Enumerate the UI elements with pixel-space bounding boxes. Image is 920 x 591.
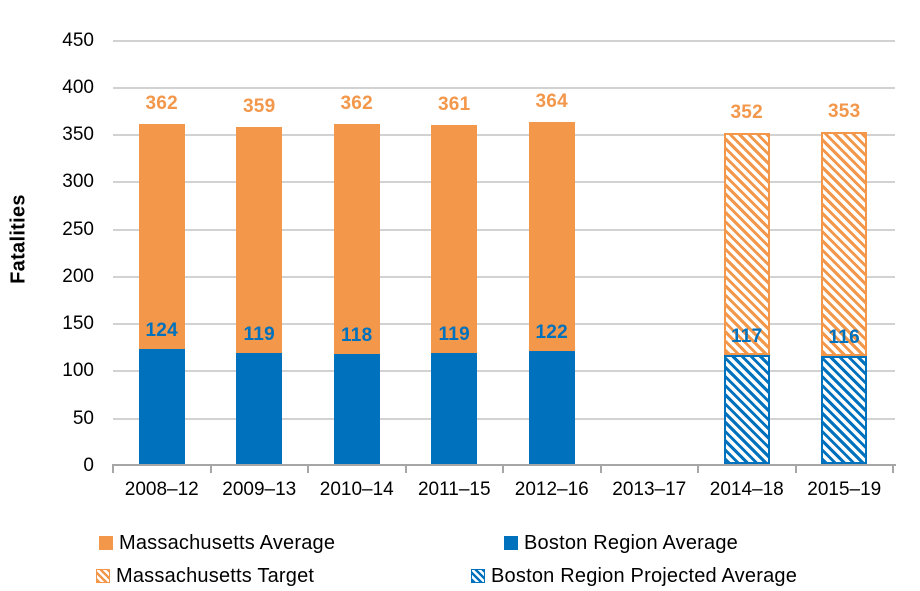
- value-label-boston: 119: [438, 324, 471, 346]
- value-label-boston: 122: [535, 321, 569, 343]
- legend-swatch-hatched-orange-icon: [96, 569, 110, 583]
- legend-swatch-hatched-blue-icon: [471, 569, 485, 583]
- x-axis-tick: [209, 464, 212, 473]
- legend-swatch-solid-blue-icon: [504, 536, 518, 550]
- x-axis-category-label: 2014–18: [709, 479, 784, 500]
- legend-label: Massachusetts Target: [116, 565, 315, 587]
- x-axis-category-label: 2010–14: [319, 479, 394, 500]
- x-axis-line: [112, 464, 896, 466]
- legend-item-massachusetts-target: Massachusetts Target: [96, 566, 314, 586]
- y-axis-tick-label: 300: [62, 171, 94, 193]
- gridline: [113, 275, 895, 278]
- bar-segment-boston-average: [528, 350, 575, 464]
- x-axis-tick: [697, 464, 699, 473]
- value-label-boston: 119: [243, 324, 276, 346]
- x-axis-category-label: 2011–15: [417, 479, 491, 500]
- x-axis-category-label: 2012–16: [514, 479, 589, 500]
- x-axis-tick: [307, 464, 309, 473]
- value-label-massachusetts: 364: [535, 90, 569, 112]
- bar-segment-boston-projected: [723, 355, 770, 464]
- legend-label: Massachusetts Average: [119, 532, 336, 554]
- legend-item-massachusetts-average: Massachusetts Average: [99, 533, 335, 553]
- y-axis-tick-label: 50: [72, 407, 94, 429]
- bar-segment-boston-average: [236, 353, 283, 464]
- legend-label: Boston Region Average: [524, 532, 738, 554]
- bar-segment-boston-average: [333, 354, 380, 464]
- legend-swatch-solid-orange-icon: [99, 536, 113, 550]
- gridline: [113, 86, 895, 89]
- legend-item-boston-region-average: Boston Region Average: [504, 533, 738, 553]
- value-label-massachusetts: 362: [340, 92, 374, 114]
- bar-segment-boston-average: [431, 353, 478, 464]
- y-axis-tick-label: 100: [62, 360, 94, 382]
- gridline: [113, 39, 895, 42]
- x-axis-tick: [794, 464, 797, 473]
- value-label-boston: 117: [730, 326, 763, 348]
- legend-item-boston-region-projected-average: Boston Region Projected Average: [471, 566, 797, 586]
- value-label-boston: 116: [828, 327, 861, 349]
- y-axis-tick-label: 200: [62, 265, 94, 287]
- x-axis-tick: [892, 464, 894, 473]
- value-label-massachusetts: 352: [730, 102, 764, 124]
- bar-segment-boston-projected: [821, 356, 868, 464]
- x-axis-category-label: 2015–19: [807, 479, 882, 500]
- gridline: [113, 370, 895, 373]
- bar-segment-massachusetts-average: [236, 126, 283, 354]
- y-axis-tick-label: 0: [83, 455, 94, 476]
- y-axis-tick-label: 350: [62, 124, 94, 146]
- y-axis-tick-label: 250: [62, 218, 94, 240]
- value-label-boston: 118: [340, 325, 373, 347]
- gridline: [113, 134, 895, 137]
- value-label-massachusetts: 359: [242, 95, 276, 117]
- bar-segment-massachusetts-average: [333, 123, 380, 355]
- y-axis-tick-label: 150: [62, 313, 94, 335]
- gridline: [113, 181, 895, 184]
- bar-segment-massachusetts-average: [138, 123, 185, 349]
- x-axis-tick: [404, 464, 407, 473]
- y-axis-tick-label: 400: [62, 76, 94, 98]
- gridline: [113, 417, 895, 420]
- x-axis-tick: [502, 464, 504, 473]
- value-label-boston: 124: [145, 319, 179, 341]
- value-label-massachusetts: 353: [827, 101, 861, 123]
- x-axis-tick: [599, 464, 602, 473]
- x-axis-tick: [112, 464, 114, 473]
- y-axis-tick-label: 450: [62, 29, 94, 51]
- bar-segment-massachusetts-target: [723, 133, 770, 356]
- gridline: [113, 323, 895, 326]
- gridline: [113, 228, 895, 231]
- x-axis-category-label: 2008–12: [124, 479, 199, 500]
- bar-segment-massachusetts-target: [821, 132, 868, 357]
- bar-segment-massachusetts-average: [431, 124, 478, 354]
- value-label-massachusetts: 362: [145, 92, 179, 114]
- x-axis-category-label: 2009–13: [222, 479, 297, 500]
- legend-label: Boston Region Projected Average: [491, 565, 798, 587]
- value-label-massachusetts: 361: [437, 93, 471, 115]
- bar-segment-boston-average: [138, 348, 185, 464]
- x-axis-category-label: 2013–17: [612, 479, 687, 500]
- bar-segment-massachusetts-average: [528, 121, 575, 351]
